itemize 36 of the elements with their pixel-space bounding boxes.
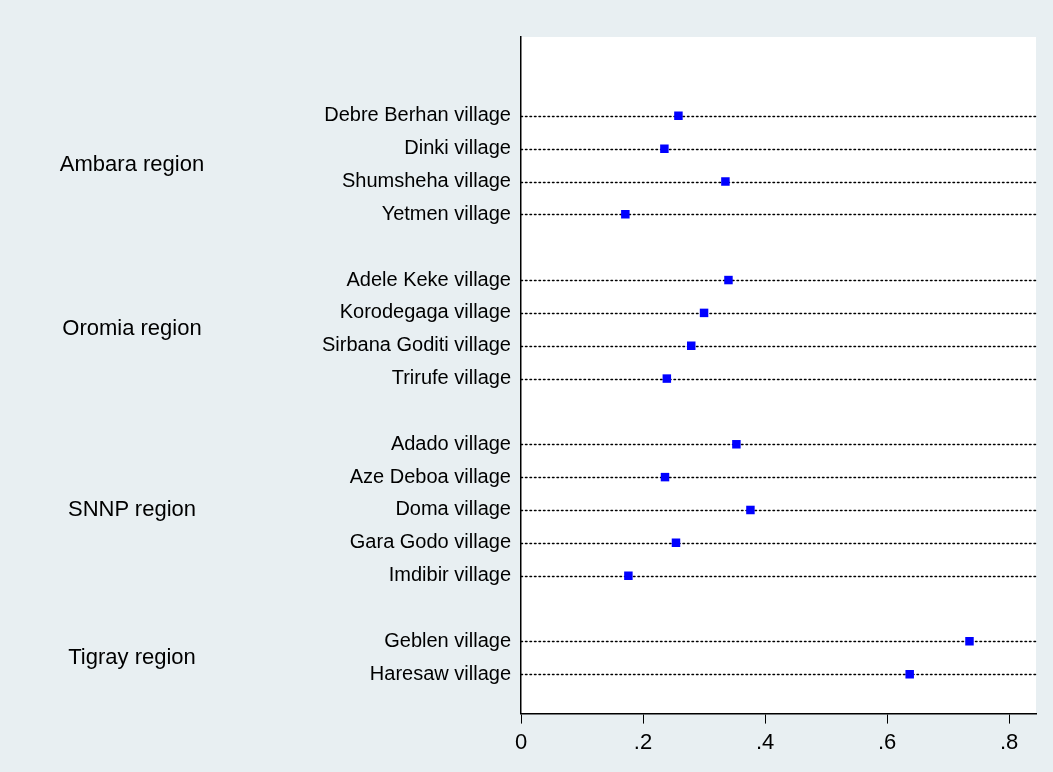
point	[662, 374, 672, 383]
y-tick-label: Trirufe village	[391, 366, 511, 389]
y-tick-label: Geblen village	[384, 628, 511, 651]
y-tick-label: Haresaw village	[369, 661, 511, 684]
text: Oromia region	[62, 315, 202, 341]
point	[660, 144, 669, 153]
point	[905, 669, 914, 679]
text: Ambara region	[59, 151, 205, 177]
y-tick-label: Aze Deboa village	[349, 464, 511, 487]
point	[724, 275, 733, 285]
y-tick-label: Gara Godo village	[349, 530, 511, 553]
y-tick-label: Dinki village	[404, 136, 511, 159]
x-tick-label: .8	[999, 728, 1019, 754]
point	[624, 571, 633, 580]
y-tick-label: Debre Berhan village	[324, 103, 511, 126]
point	[621, 210, 630, 219]
y-tick-label: Adele Keke village	[346, 267, 511, 290]
x-tick-label: 0	[514, 728, 528, 754]
y-tick-label: Shumsheha village	[342, 169, 511, 192]
point	[687, 341, 696, 350]
y-tick-label: Yetmen village	[381, 201, 511, 224]
y-tick-label: Doma village	[395, 497, 511, 520]
text: SNNP region	[68, 496, 196, 522]
point	[732, 440, 741, 449]
x-tick-label: .2	[633, 728, 653, 754]
y-tick-label: Sirbana Goditi village	[322, 333, 511, 356]
x-tick-label: .4	[755, 728, 775, 754]
x-tick-label: .6	[877, 728, 897, 754]
text: Tigray region	[68, 643, 196, 669]
y-tick-label: Korodegaga village	[339, 300, 511, 323]
point	[674, 111, 683, 121]
y-tick-label: Adado village	[390, 431, 511, 454]
y-tick-label: Imdibir village	[388, 563, 511, 586]
point	[721, 177, 730, 186]
point	[746, 505, 755, 515]
point	[965, 637, 974, 646]
